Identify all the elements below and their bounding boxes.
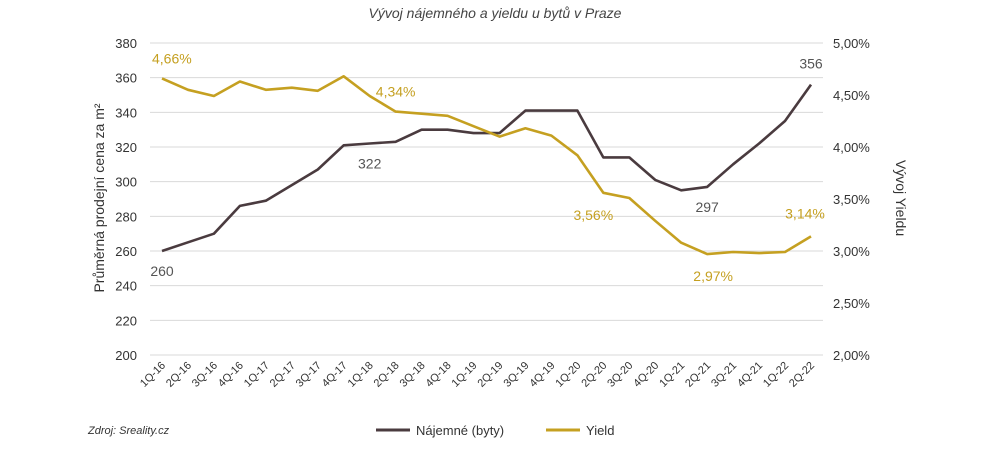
y2-tick-label: 3,50% (833, 192, 870, 207)
y-tick-label: 300 (115, 175, 137, 190)
chart-title: Vývoj nájemného a yieldu u bytů v Praze (369, 5, 622, 21)
y-axis-left-title: Průměrná prodejní cena za m² (91, 103, 107, 292)
y-tick-label: 360 (115, 71, 137, 86)
x-tick-label: 1Q-19 (450, 360, 480, 390)
y-tick-label: 260 (115, 244, 137, 259)
x-tick-label: 2Q-21 (683, 360, 713, 390)
x-tick-label: 4Q-18 (424, 360, 454, 390)
x-tick-label: 2Q-19 (475, 360, 505, 390)
x-tick-label: 2Q-16 (164, 360, 194, 390)
data-label-yield: 2,97% (693, 268, 733, 284)
x-tick-label: 1Q-18 (346, 360, 376, 390)
x-tick-label: 1Q-22 (761, 360, 791, 390)
x-tick-label: 2Q-18 (372, 360, 402, 390)
data-label-najemne: 322 (358, 156, 382, 172)
y2-tick-label: 2,00% (833, 348, 870, 363)
x-tick-label: 4Q-19 (527, 360, 557, 390)
y-tick-label: 380 (115, 36, 137, 51)
x-tick-label: 4Q-21 (735, 360, 765, 390)
series-lines (161, 75, 813, 256)
x-tick-label: 4Q-16 (216, 360, 246, 390)
data-label-najemne: 356 (799, 56, 823, 72)
x-tick-label: 2Q-20 (579, 360, 609, 390)
y2-tick-label: 3,00% (833, 244, 870, 259)
y2-tick-label: 5,00% (833, 36, 870, 51)
series-line-najemne (161, 83, 813, 253)
data-label-yield: 4,34% (376, 84, 416, 100)
y-tick-label: 220 (115, 313, 137, 328)
x-tick-label: 3Q-17 (294, 360, 324, 390)
y-tick-label: 340 (115, 105, 137, 120)
x-tick-label: 1Q-17 (242, 360, 272, 390)
y-tick-label: 280 (115, 209, 137, 224)
x-tick-label: 1Q-20 (553, 360, 583, 390)
x-tick-label: 3Q-16 (190, 360, 220, 390)
data-label-yield: 3,56% (573, 207, 613, 223)
y2-tick-label: 4,00% (833, 140, 870, 155)
legend: Nájemné (byty) Yield (376, 423, 614, 438)
x-tick-label: 3Q-21 (709, 360, 739, 390)
x-tick-label: 4Q-20 (631, 360, 661, 390)
x-tick-label: 2Q-17 (268, 360, 298, 390)
data-label-najemne: 297 (695, 199, 719, 215)
x-tick-label: 1Q-16 (138, 360, 168, 390)
x-tick-label: 3Q-20 (605, 360, 635, 390)
data-labels: 260 322 297 356 4,66% 4,34% 3,56% 2,97% 3,14% (150, 50, 825, 284)
x-tick-label: 3Q-19 (501, 360, 531, 390)
y-tick-label: 320 (115, 140, 137, 155)
y-axis-left-ticks: 200 220 240 260 280 300 320 340 360 380 (115, 36, 137, 363)
x-tick-label: 1Q-21 (657, 360, 687, 390)
data-label-yield: 3,14% (785, 205, 825, 221)
series-line-yield (161, 75, 812, 256)
data-label-yield: 4,66% (152, 50, 192, 66)
x-axis-ticks: 1Q-162Q-163Q-164Q-161Q-172Q-173Q-174Q-17… (138, 360, 817, 390)
x-tick-label: 2Q-22 (787, 360, 817, 390)
gridlines (150, 42, 823, 356)
x-tick-label: 4Q-17 (320, 360, 350, 390)
y-axis-right-ticks: 2,00% 2,50% 3,00% 3,50% 4,00% 4,50% 5,00% (833, 36, 870, 363)
legend-label-yield: Yield (586, 423, 614, 438)
source-note: Zdroj: Sreality.cz (87, 425, 170, 437)
data-label-najemne: 260 (150, 263, 174, 279)
y-axis-right-title: Vývoj Yieldu (893, 160, 909, 236)
y2-tick-label: 2,50% (833, 296, 870, 311)
y-tick-label: 240 (115, 279, 137, 294)
y2-tick-label: 4,50% (833, 88, 870, 103)
legend-label-najemne: Nájemné (byty) (416, 423, 504, 438)
y-tick-label: 200 (115, 348, 137, 363)
x-tick-label: 3Q-18 (398, 360, 428, 390)
